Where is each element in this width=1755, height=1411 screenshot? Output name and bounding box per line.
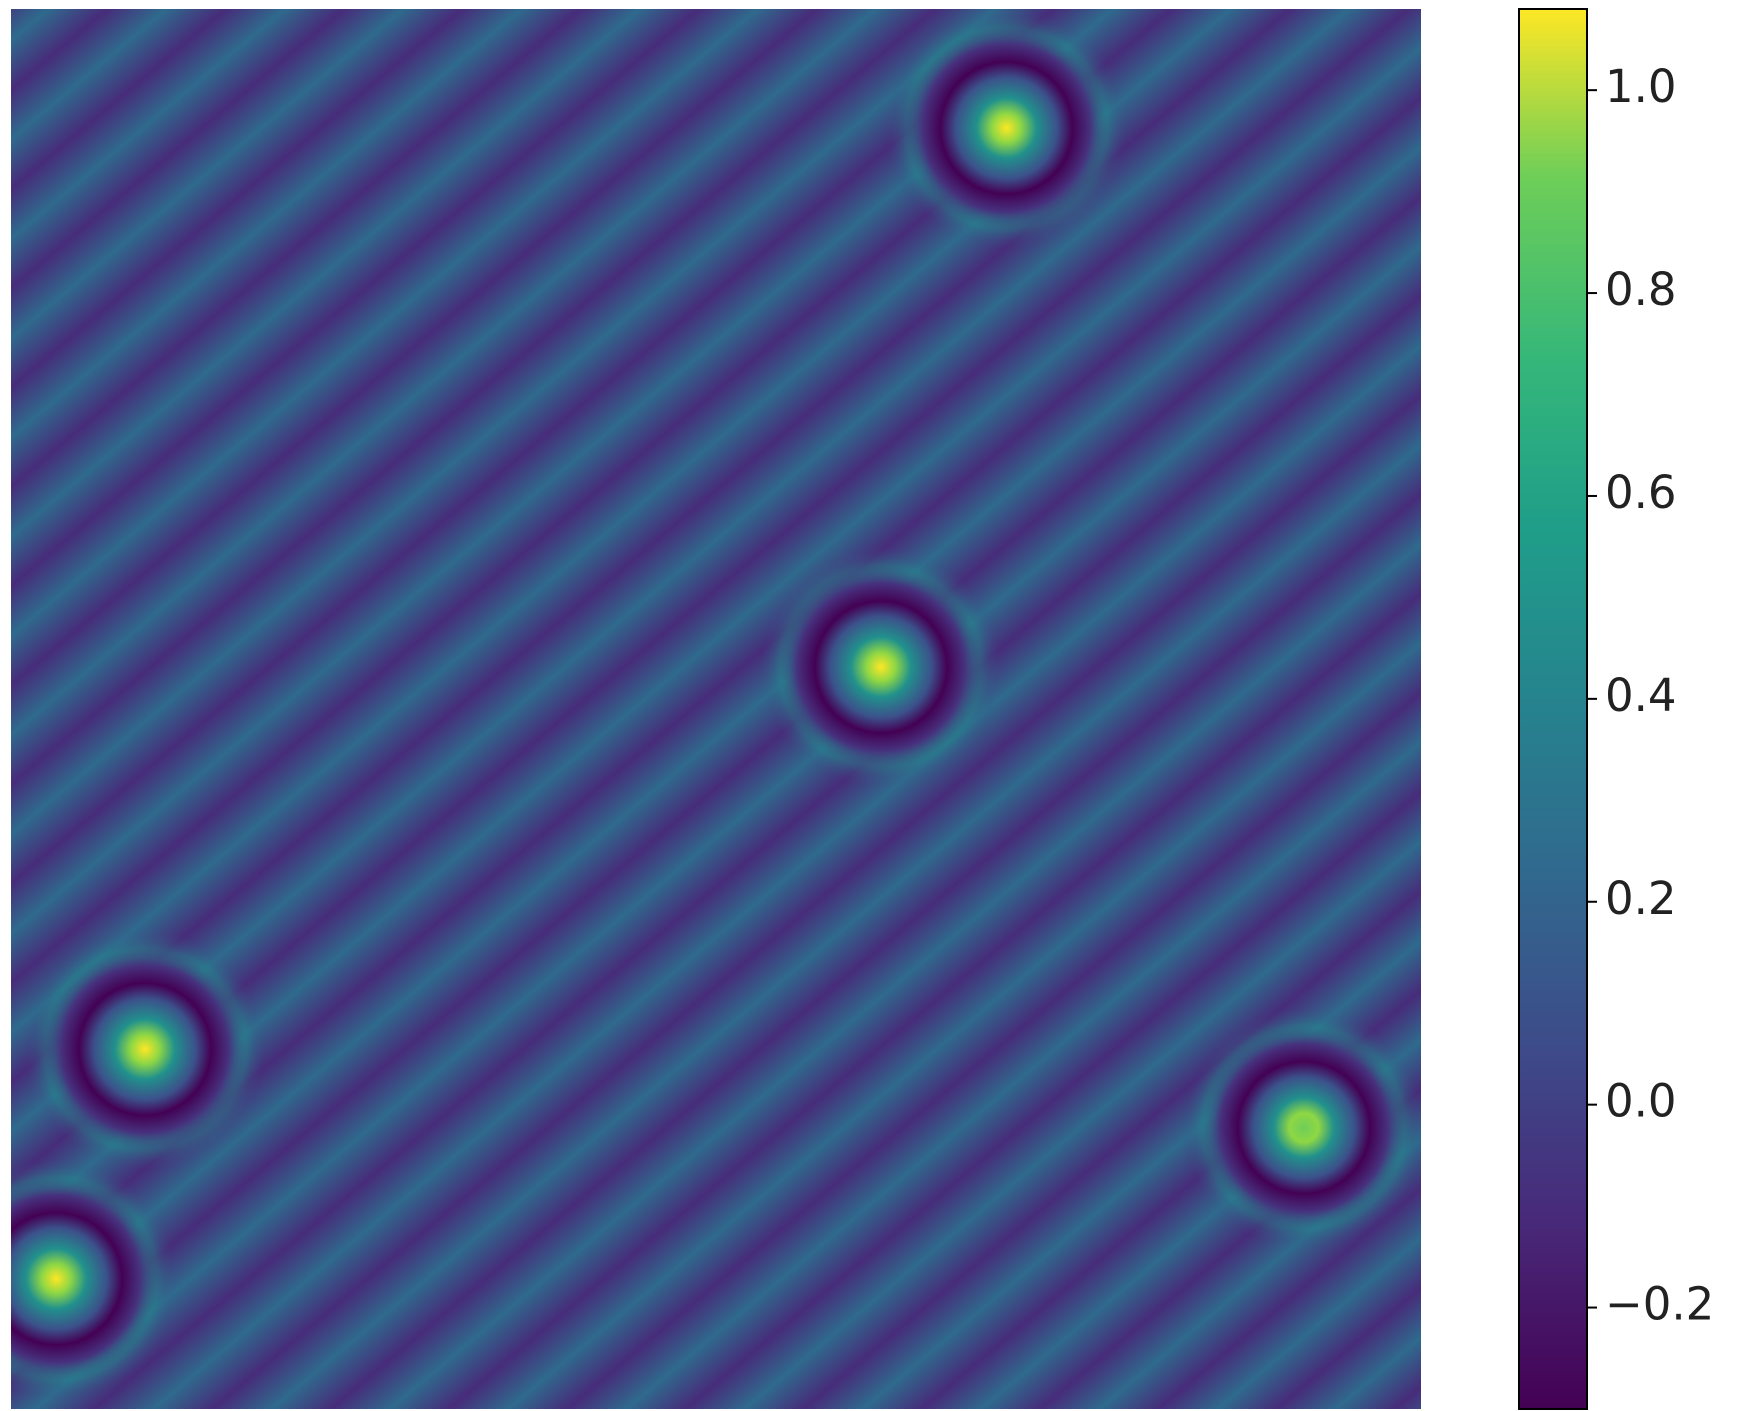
colorbar (1518, 8, 1588, 1410)
colorbar-tick-label: 1.0 (1605, 60, 1677, 113)
colorbar-tick-label: 0.2 (1605, 872, 1677, 925)
colorbar-tick-label: −0.2 (1605, 1278, 1714, 1331)
peaks (11, 9, 1421, 1399)
peak (1184, 1007, 1421, 1248)
peak (760, 547, 1001, 787)
colorbar-tick-label: 0.0 (1605, 1075, 1677, 1128)
peak (886, 9, 1127, 248)
colorbar-tick-label: 0.6 (1605, 466, 1677, 519)
colorbar-tick-label: 0.8 (1605, 263, 1677, 316)
peak (24, 929, 265, 1170)
colorbar-tick-label: 0.4 (1605, 669, 1677, 722)
peak (11, 1158, 177, 1399)
heatmap-background (11, 9, 1421, 1409)
